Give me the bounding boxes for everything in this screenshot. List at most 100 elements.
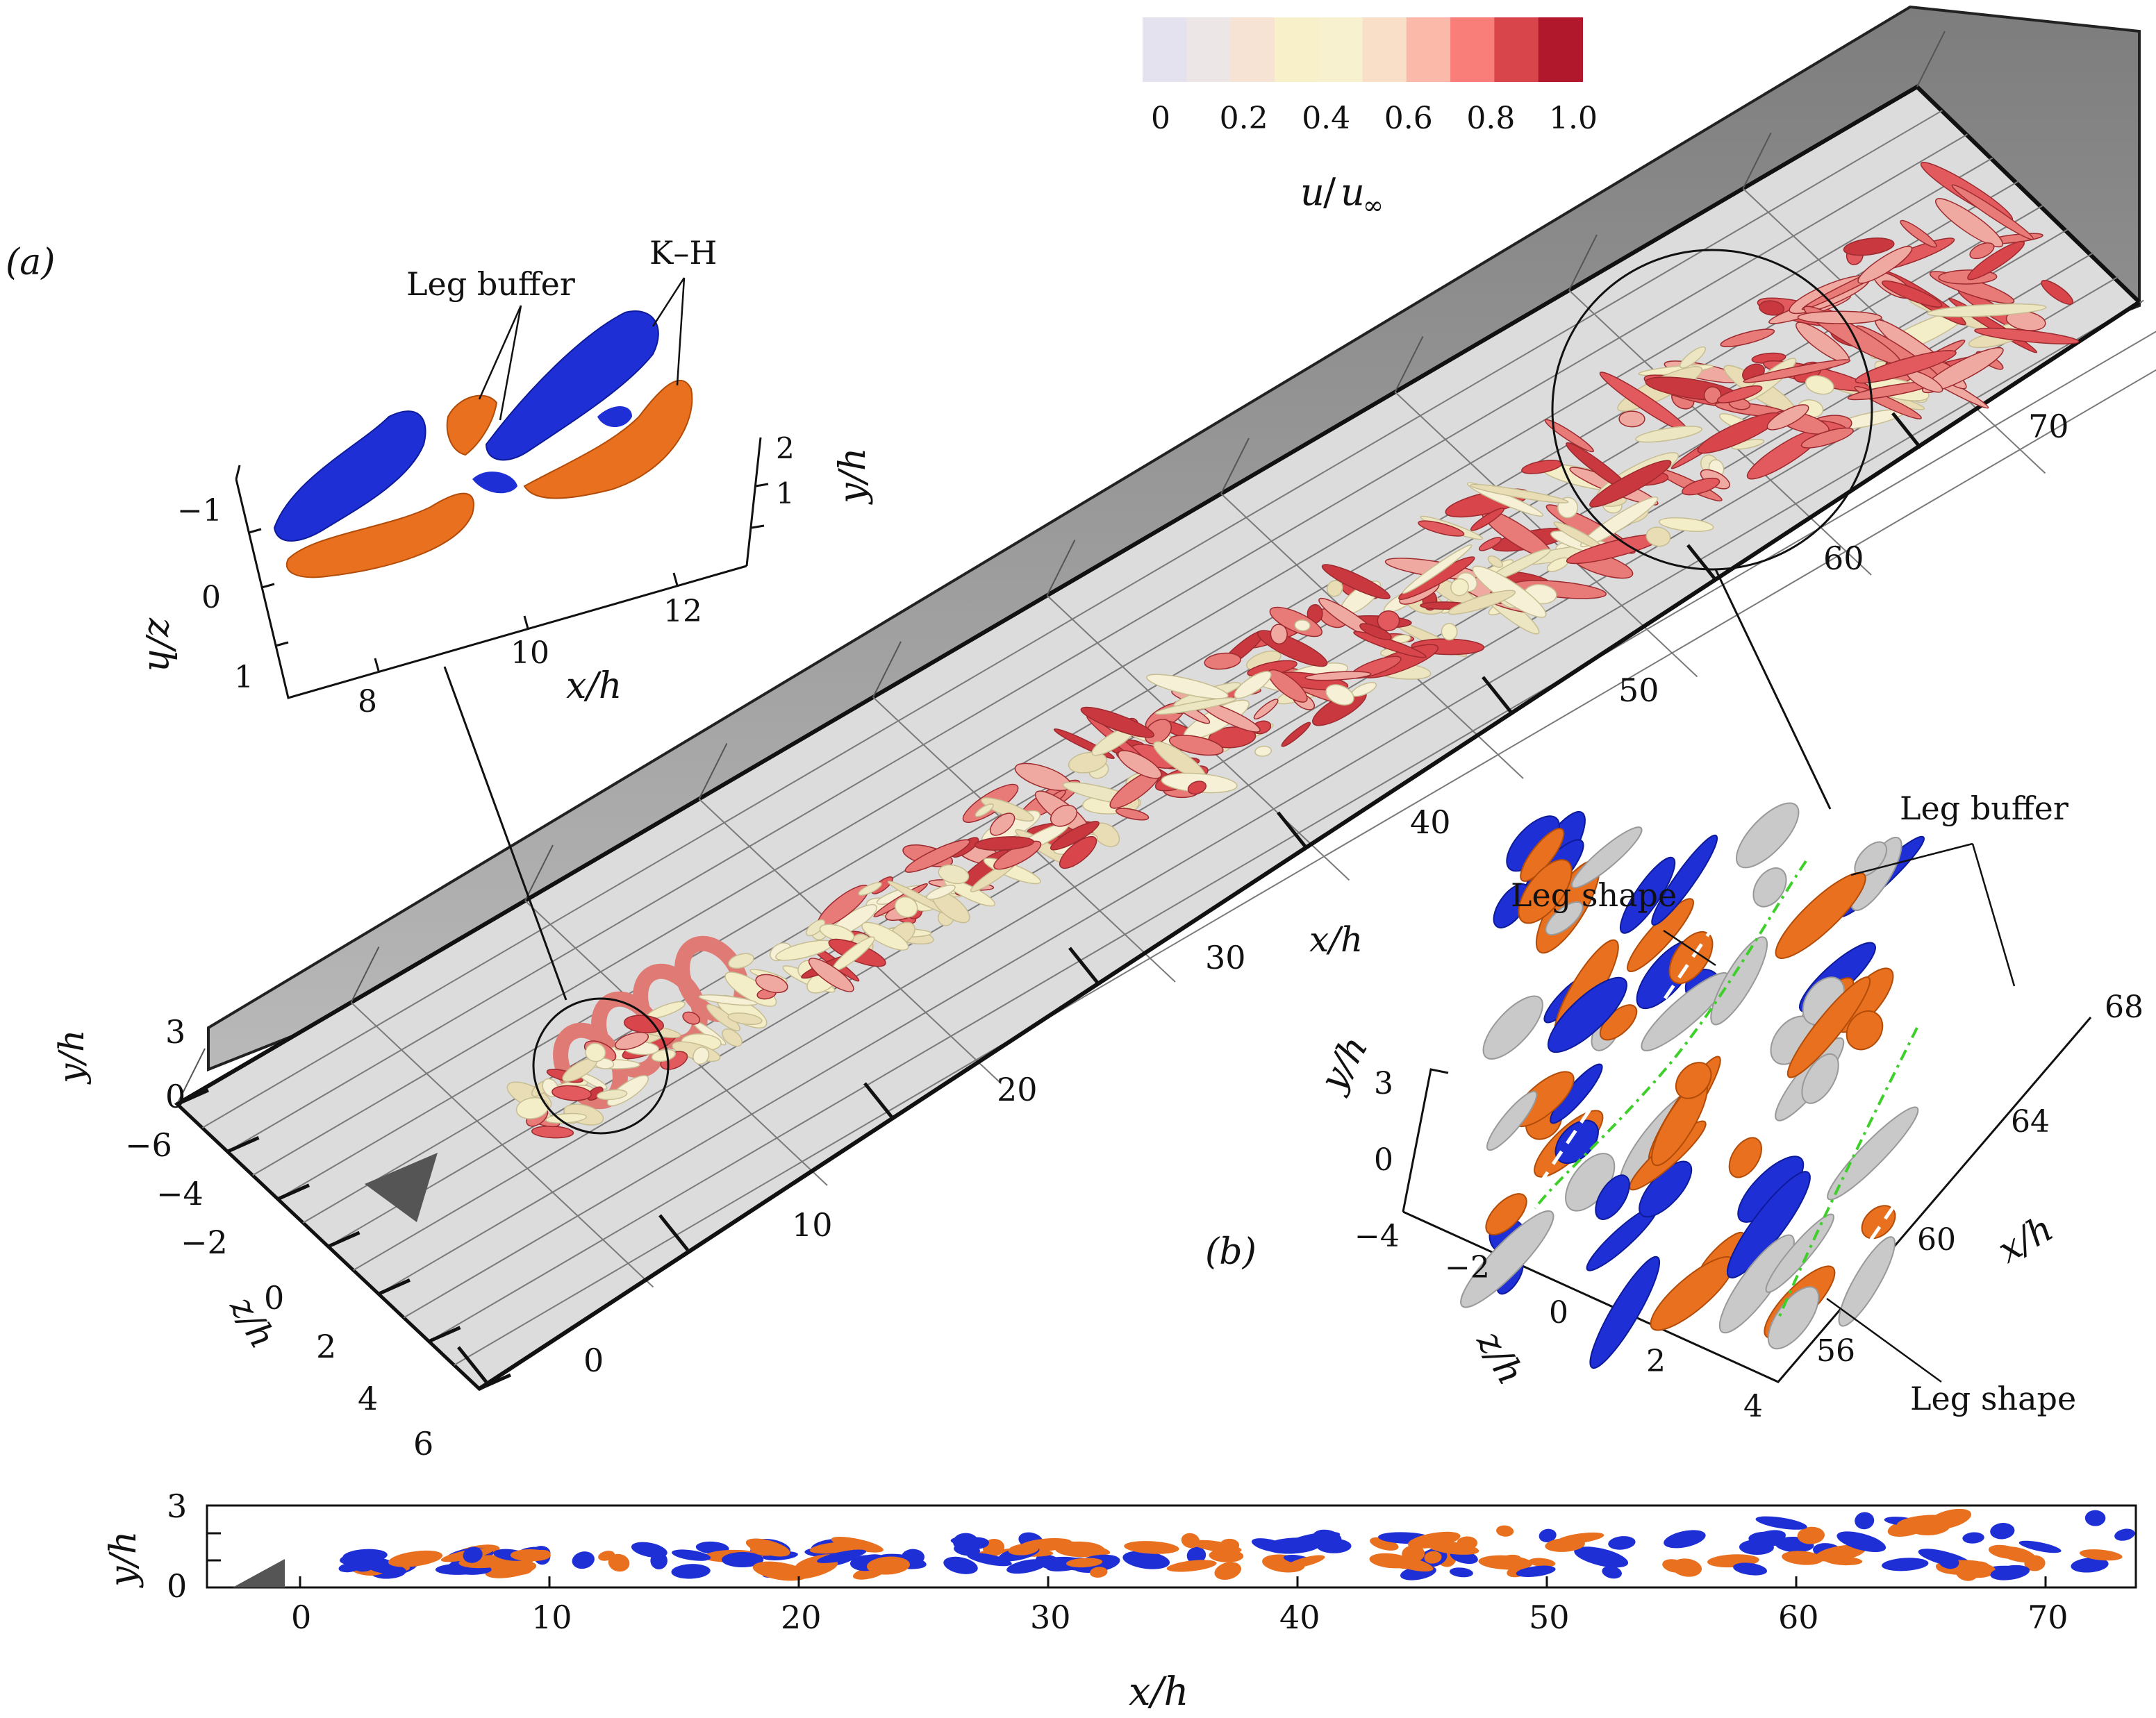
colorbar: 0 0.2 0.4 0.6 0.8 1.0 u / u ∞ — [1143, 17, 1598, 220]
inset-b-x-tick-68: 68 — [2105, 990, 2143, 1025]
colorbar-cell — [1230, 17, 1275, 82]
inset-b-y-label: y/h — [1311, 1029, 1376, 1099]
vortex-blob — [858, 882, 882, 896]
vortex-blob — [1682, 477, 1720, 496]
vortex-blob — [596, 1089, 628, 1101]
vortex-blob — [515, 1096, 549, 1119]
inset-b-blob — [1589, 1256, 1660, 1369]
vortex-blob — [1618, 410, 1645, 428]
highlight-circle-a — [532, 997, 670, 1135]
vortex-blob — [728, 953, 754, 969]
vortex-blob — [1934, 198, 2004, 248]
bottom-blob — [1313, 1529, 1342, 1546]
vortex-blob — [1731, 438, 1765, 450]
bottom-x-tick-label: 30 — [1030, 1599, 1071, 1636]
vortex-blob — [1967, 240, 2025, 281]
vortex-blob — [585, 1042, 606, 1062]
bottom-blob — [752, 1561, 808, 1581]
vortex-blob — [808, 958, 854, 992]
colorbar-label-slash: / — [1323, 170, 1336, 214]
flow-triangle-marker — [365, 1153, 438, 1222]
main-x-tick-mark — [1891, 412, 1922, 449]
colorbar-cell — [1362, 17, 1407, 82]
inset-b-blob — [1861, 1205, 1896, 1240]
bottom-x-tick-label: 40 — [1279, 1599, 1320, 1636]
inset-b-structures — [1460, 802, 1925, 1369]
inset-a-blue-structure-2 — [485, 310, 659, 461]
main-z-tick-label: 4 — [358, 1380, 378, 1417]
bottom-x-tick-label: 10 — [531, 1599, 572, 1636]
vortex-blob — [1759, 300, 1785, 316]
main-x-tick-label: 70 — [2028, 408, 2069, 445]
vortex-blob — [1635, 426, 1702, 443]
colorbar-cell — [1406, 17, 1452, 82]
vortex-blob — [1068, 751, 1107, 774]
bottom-blob — [1545, 1537, 1585, 1552]
vortex-blob — [894, 896, 918, 918]
inset-b-blob — [1595, 1174, 1630, 1220]
inset-a-x-tick-12: 12 — [663, 594, 702, 629]
inset-b-blob — [1775, 871, 1866, 960]
inset-b-blob — [1752, 867, 1787, 908]
vortex-blob — [1645, 526, 1671, 547]
bottom-blob — [1608, 1536, 1636, 1550]
bottom-y-tick-3: 3 — [167, 1487, 187, 1525]
bottom-blob — [1090, 1567, 1108, 1578]
vortex-blob — [651, 1049, 677, 1062]
inset-b-blob — [1727, 1171, 1811, 1278]
vortex-blob — [1580, 497, 1659, 547]
bottom-blob — [967, 1553, 1012, 1567]
inset-b-blob — [1482, 995, 1543, 1060]
bottom-structures — [338, 1508, 2135, 1581]
main-y-tick-0: 0 — [165, 1078, 185, 1115]
inset-b-blob — [1718, 1234, 1795, 1334]
bottom-blob — [1191, 1540, 1242, 1553]
bottom-blob — [1664, 1530, 1706, 1549]
vortex-blob — [2041, 279, 2074, 305]
vortex-blob — [1544, 419, 1594, 453]
inset-b-blob — [1460, 1210, 1554, 1308]
bottom-blob — [510, 1549, 551, 1562]
vortex-blob — [1204, 652, 1241, 670]
bottom-blob — [1990, 1523, 2015, 1540]
bottom-blob — [1427, 1541, 1479, 1555]
bottom-blob — [963, 1537, 989, 1549]
inset-b-blob — [1520, 828, 1565, 882]
vortex-blob — [1800, 427, 1854, 449]
colorbar-tick: 1.0 — [1549, 101, 1598, 136]
colorbar-tick: 0.4 — [1302, 101, 1350, 136]
colorbar-tick: 0.2 — [1220, 101, 1268, 136]
vortex-blob — [1766, 404, 1809, 431]
bottom-blob — [1166, 1560, 1217, 1572]
bottom-blob — [671, 1564, 711, 1579]
inset-b-y-tick-0: 0 — [1374, 1142, 1393, 1178]
inset-a-y-tick-1: 1 — [776, 476, 795, 510]
vortex-blob — [1843, 237, 1895, 256]
vortex-blob — [1450, 578, 1469, 597]
main-x-tick-label: 30 — [1205, 939, 1246, 976]
vortex-blob — [1270, 624, 1288, 644]
inset-b-blob — [1767, 1286, 1820, 1350]
inset-a-y-label: y/h — [832, 448, 874, 505]
main-x-tick-label: 50 — [1618, 672, 1659, 709]
inset-b-x-tick-56: 56 — [1816, 1333, 1855, 1369]
bottom-blob — [1124, 1541, 1179, 1554]
main-x-tick-mark — [658, 1214, 689, 1251]
main-x-tick-label: 0 — [583, 1342, 604, 1379]
inset-a-x-tick-10: 10 — [511, 635, 549, 671]
vortex-blob — [1969, 242, 1995, 260]
bottom-blob — [631, 1542, 667, 1558]
main-x-tick-mark — [1686, 544, 1717, 581]
vortex-blob — [1059, 835, 1097, 869]
inset-a-annotation-leg-buffer: Leg buffer — [406, 265, 575, 303]
vortex-blob — [1900, 219, 1937, 248]
vortex-blob — [1115, 808, 1150, 821]
main-z-tick-mark — [478, 1373, 512, 1391]
bottom-blob — [1990, 1565, 2030, 1581]
bottom-blob — [340, 1553, 374, 1565]
colorbar-cell — [1538, 17, 1583, 82]
vortex-blob — [861, 921, 909, 951]
vortex-blob — [1855, 350, 1957, 384]
bottom-blob — [1955, 1562, 1979, 1581]
bottom-blob — [1938, 1554, 1959, 1569]
